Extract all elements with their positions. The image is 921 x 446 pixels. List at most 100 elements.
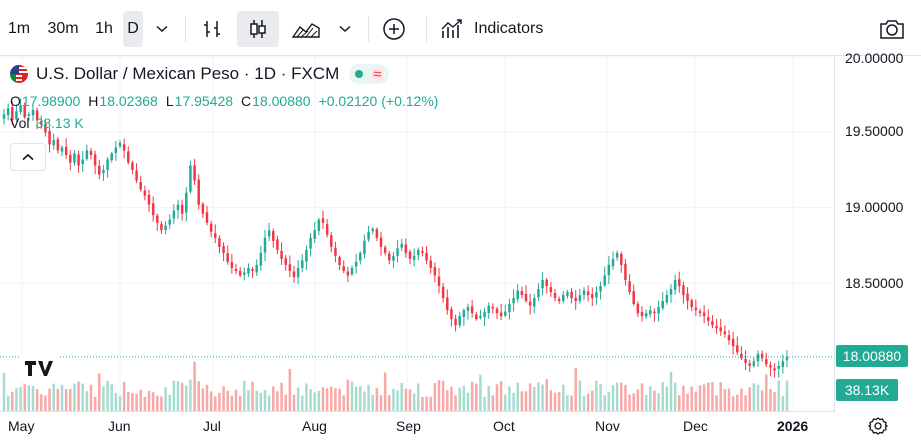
candle [566,292,569,297]
area-chart-type-button[interactable] [288,11,324,47]
candle [317,219,321,232]
volume-bar [313,392,316,411]
area-chart-icon [291,23,320,38]
candle [470,306,474,314]
volume-bar [317,390,321,411]
open-label: O [10,93,21,109]
candle [400,243,403,248]
volume-bar [234,389,238,411]
price-axis[interactable]: 20.00000 19.50000 19.00000 18.50000 [834,50,921,412]
time-axis-label: Jul [203,418,221,434]
candle [727,335,731,341]
volume-bar [259,392,263,411]
candle [682,285,685,296]
volume-bar [454,395,457,411]
candle [23,105,26,118]
candle [777,365,780,369]
candle [516,290,519,300]
collapse-legend-button[interactable] [10,143,46,171]
current-price-badge: 18.00880 [836,345,908,367]
volume-bar [185,385,188,411]
compare-symbol-button[interactable] [378,11,410,47]
candle [483,311,486,318]
volume-bar [429,396,432,411]
volume-bar [644,394,648,411]
candle [744,358,747,363]
candle [661,301,664,309]
volume-bar [172,380,176,411]
time-axis-label: Aug [302,418,327,434]
candle [263,237,267,253]
candle [313,230,316,240]
volume-bar [197,381,200,411]
candle [504,311,507,316]
candle [686,293,689,302]
candle [151,203,155,216]
candle [363,240,366,255]
volume-bar [686,393,689,411]
candle [562,295,565,302]
volume-bar [591,390,594,411]
candle [383,247,387,253]
volume-bar [19,386,22,411]
candlestick-chart[interactable] [0,56,834,411]
volume-bar [636,389,640,411]
volume-bar [201,388,205,411]
candle-chart-type-button[interactable] [237,11,279,47]
volume-bar [388,395,391,411]
volume-bar [698,385,702,411]
volume-bar [363,391,366,411]
snapshot-button[interactable] [872,11,912,47]
candle [715,325,718,329]
bar-chart-type-button[interactable] [196,11,228,47]
time-axis-label: 2026 [777,418,809,434]
candle [437,276,441,287]
indicators-button[interactable]: Indicators [440,11,560,47]
volume-label: Vol [10,115,30,131]
volume-bar [483,396,486,411]
volume-bar [458,387,461,411]
candle [127,151,130,163]
volume-bar [437,380,441,411]
volume-bar [425,396,428,411]
intervals-dropdown-button[interactable] [150,11,174,47]
chart-type-dropdown-button[interactable] [333,11,357,47]
volume-bar [582,395,586,411]
candle [466,307,470,311]
interval-d-button[interactable]: D [123,11,143,47]
candle [375,229,379,238]
interval-1h-button[interactable]: 1h [90,11,118,47]
volume-bar [52,383,55,411]
volume-bar [375,388,379,411]
volume-bar [508,386,511,411]
candle [197,179,200,205]
delayed-data-icon: ≈ [371,65,384,83]
volume-bar [678,395,681,411]
candle [673,279,677,290]
volume-bar [209,391,213,411]
volume-bar [661,382,664,411]
volume-bar [628,394,631,411]
candle [736,345,739,353]
interval-1m-button[interactable]: 1m [4,11,34,47]
price-axis-label: 19.50000 [845,123,904,139]
symbol-title-row[interactable]: U.S. Dollar / Mexican Peso · 1D · FXCM ≈ [10,62,446,86]
tradingview-logo[interactable] [15,350,63,386]
volume-bar [193,361,196,411]
market-status-badge[interactable]: ≈ [349,64,390,84]
time-axis[interactable]: May Jun Jul Aug Sep Oct Nov Dec 2026 [0,411,834,446]
candle [570,291,573,299]
ohlc-values: O 17.98900 H 18.02368 L 17.95428 C 18.00880 … [10,90,446,112]
low-label: L [165,93,174,109]
volume-bar [524,391,528,411]
volume-bar [441,380,445,411]
volume-bar [769,389,772,411]
interval-30m-button[interactable]: 30m [43,11,83,47]
price-axis-label: 19.00000 [845,199,904,215]
volume-bar [657,393,660,411]
candle [785,356,789,361]
candle [698,311,702,314]
volume-bar [214,396,217,411]
chart-settings-button[interactable] [866,414,890,438]
candle [205,212,209,223]
